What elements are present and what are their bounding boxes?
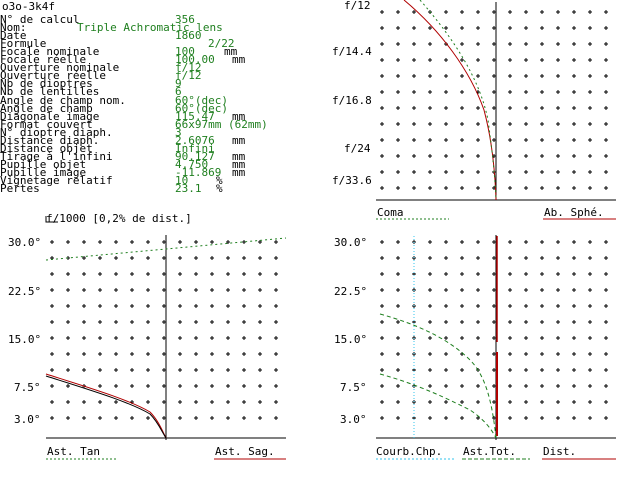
param-label: N° dioptre diaph. <box>0 125 113 139</box>
legend-coma: Coma <box>377 206 404 219</box>
param-label: N° de calcul <box>0 13 80 26</box>
field-left-tick-4: 3.0° <box>14 413 41 426</box>
field-right-tick-3: 7.5° <box>340 381 367 394</box>
field-right-tick-0: 30.0° <box>334 236 368 249</box>
param-value: f/12 <box>175 69 202 83</box>
param-value: 9 <box>175 77 182 91</box>
field-right-tick-1: 22.5° <box>334 285 368 298</box>
param-label: Distance objet <box>0 141 93 155</box>
ast-sag-shadow <box>45 375 167 439</box>
param-label: Date <box>0 29 27 43</box>
param-value: 2/22 <box>208 37 235 51</box>
field-right-tick-4: 3.0° <box>340 413 367 426</box>
param-unit: mm <box>232 53 246 67</box>
param-label: Angle de champ nom. <box>0 93 126 107</box>
param-label: Nb de lentilles <box>0 85 100 99</box>
field-left-caption: f/1000 [0,2% de dist.] <box>46 212 192 225</box>
param-label: Distance diaph. <box>0 133 100 147</box>
param-label: Vignetage relatif <box>0 174 113 187</box>
ast-sag-curve <box>45 373 167 439</box>
param-unit: mm <box>224 45 238 59</box>
param-unit: mm <box>232 165 246 179</box>
coma-curve <box>419 0 497 201</box>
aperture-tick-1: f/14.4 <box>332 45 372 58</box>
param-value: -11.869 <box>175 165 222 179</box>
field-left-tick-3: 7.5° <box>14 381 41 394</box>
param-unit: % <box>216 182 223 196</box>
window-title: o3o-3k4f <box>2 0 55 13</box>
aperture-tick-2: f/16.8 <box>332 94 372 107</box>
legend-ast-tan: Ast. Tan <box>47 445 100 458</box>
param-label: Ouverture réelle <box>0 69 106 83</box>
param-value: 356 <box>175 13 195 26</box>
param-value: 115.47 <box>175 109 215 123</box>
ast-tan-curve <box>45 237 287 261</box>
param-value: Infini <box>175 141 215 155</box>
field-left-tick-1: 22.5° <box>8 285 42 298</box>
param-label: Focale réelle <box>0 53 87 67</box>
field-left-tick-2: 15.0° <box>8 333 42 346</box>
param-label: Formule <box>0 37 47 51</box>
aperture-tick-4: f/33.6 <box>332 174 372 187</box>
param-value: f/12 <box>175 61 202 75</box>
param-label: Angle de champ <box>0 101 93 115</box>
param-value: 3 <box>175 125 182 139</box>
param-label: Tirage à l'infini <box>0 149 113 163</box>
param-label: Pertes <box>0 182 40 196</box>
ast-tot-curve-2 <box>379 373 497 439</box>
param-label: Format couvert <box>0 117 93 131</box>
param-value: 4.750 <box>175 157 209 171</box>
param-unit: mm <box>232 109 246 123</box>
param-label: Pupille objet <box>0 157 87 171</box>
param-label: Nb de dioptres <box>0 77 93 91</box>
legend-total-astigmatism: Ast.Tot. <box>463 445 516 458</box>
param-value: 10 <box>175 174 189 187</box>
param-label: Pupille image <box>0 165 87 179</box>
caption-bracket <box>45 216 58 223</box>
param-label: Diagonale image <box>0 109 100 123</box>
param-label: Ouverture nominale <box>0 61 120 75</box>
field-left-tick-0: 30.0° <box>8 236 42 249</box>
param-unit: mm <box>232 133 246 147</box>
ast-tot-curve-1 <box>379 313 497 439</box>
param-unit: % <box>216 174 223 187</box>
param-value: 60°(dec) <box>175 101 228 115</box>
field-right-tick-2: 15.0° <box>334 333 368 346</box>
spherical-curve <box>403 0 497 201</box>
legend-distortion: Dist. <box>543 445 577 458</box>
param-value: 100.00 <box>175 53 215 67</box>
param-value: 23.1 <box>175 182 202 196</box>
param-value: 6 <box>175 85 182 99</box>
param-unit: mm <box>232 149 246 163</box>
param-value: Triple Achromatic lens <box>77 21 223 35</box>
param-unit: mm <box>232 157 246 171</box>
legend-spherical: Ab. Sphé. <box>544 206 604 219</box>
param-value: 90.127 <box>175 149 215 163</box>
param-value: 100 <box>175 45 195 59</box>
param-label: Focale nominale <box>0 45 100 59</box>
param-value: 2.6076 <box>175 133 215 147</box>
aperture-tick-3: f/24 <box>344 142 371 155</box>
legend-field-curvature: Courb.Chp. <box>376 445 443 458</box>
param-value: 60°(dec) <box>175 93 228 107</box>
param-value: 1860 <box>175 29 202 43</box>
param-label: Nom: <box>0 21 27 35</box>
aperture-tick-0: f/12 <box>344 0 371 12</box>
param-value: 66x97mm (62mm) <box>175 117 268 131</box>
legend-ast-sag: Ast. Sag. <box>215 445 275 458</box>
